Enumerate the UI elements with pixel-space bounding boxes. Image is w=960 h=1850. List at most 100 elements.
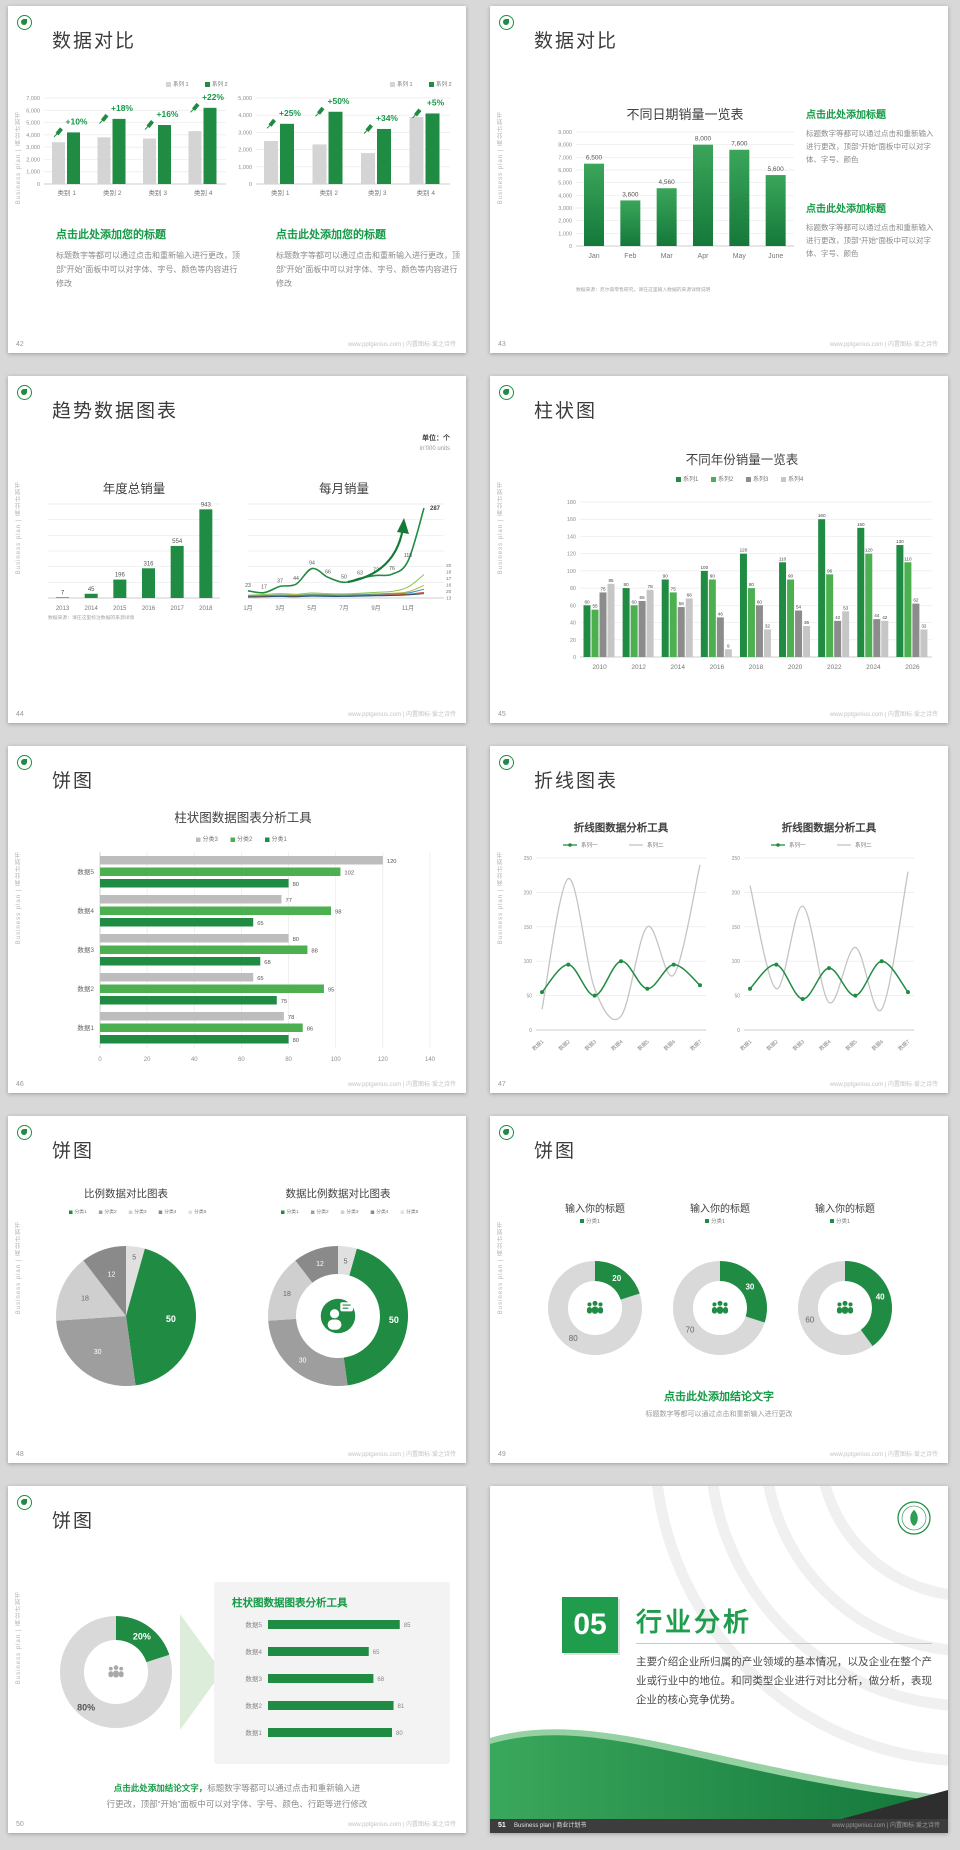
svg-text:2020: 2020	[788, 664, 803, 671]
svg-text:5: 5	[132, 1255, 136, 1262]
svg-text:62: 62	[913, 598, 919, 603]
svg-text:250: 250	[732, 856, 741, 862]
svg-text:20: 20	[612, 1274, 621, 1283]
slide-43[interactable]: 数据对比 Business plan | 商业计划书 不同日期销量一览表 0 1,0…	[490, 6, 948, 353]
svg-text:40: 40	[570, 621, 576, 627]
slide-49[interactable]: 饼图 Business plan | 商业计划书 输入你的标题 分类1 20 80 输入…	[490, 1116, 948, 1463]
svg-text:8,000: 8,000	[558, 143, 572, 149]
svg-text:36: 36	[804, 620, 810, 625]
svg-text:数据来源：尼尔森零售研究，请在这里输入数据的来源详情说明: 数据来源：尼尔森零售研究，请在这里输入数据的来源详情说明	[576, 286, 711, 293]
page-number: 47	[498, 1081, 506, 1088]
svg-text:数据3: 数据3	[77, 945, 94, 954]
svg-text:78: 78	[648, 584, 654, 589]
svg-text:180: 180	[567, 500, 576, 506]
svg-text:46: 46	[718, 611, 724, 616]
brand-logo-icon	[499, 15, 514, 30]
caption-heading: 点击此处添加您的标题	[276, 229, 386, 241]
svg-text:80: 80	[570, 586, 576, 592]
svg-text:数据比例数据对比图表: 数据比例数据对比图表	[286, 1187, 391, 1200]
svg-text:100: 100	[331, 1057, 342, 1063]
svg-text:0: 0	[37, 182, 40, 188]
svg-text:Feb: Feb	[624, 253, 636, 260]
svg-text:20: 20	[144, 1057, 151, 1063]
brand-logo-icon	[499, 1125, 514, 1140]
svg-text:16: 16	[446, 583, 452, 589]
svg-text:分类1: 分类1	[836, 1217, 850, 1225]
svg-text:0: 0	[737, 1028, 740, 1034]
svg-text:9: 9	[727, 643, 730, 648]
svg-text:90: 90	[788, 574, 794, 579]
slide-44[interactable]: 趋势数据图表 Business plan | 商业计划书 年度总销量 每月销量 单位…	[8, 376, 466, 723]
footer-brand: Business plan | 商业计划书	[514, 1823, 587, 1829]
svg-text:数据1: 数据1	[245, 1728, 262, 1737]
svg-text:6,000: 6,000	[558, 168, 572, 174]
svg-text:60: 60	[584, 599, 590, 604]
conclusion-lead: 点击此处添加结论文字，	[113, 1783, 208, 1793]
section-number-badge: 05	[562, 1597, 618, 1653]
svg-text:Mar: Mar	[661, 253, 674, 260]
svg-text:75: 75	[600, 586, 606, 591]
svg-text:+5%: +5%	[427, 97, 445, 107]
svg-text:200: 200	[732, 890, 741, 896]
caption-heading: 点击此处添加标题	[806, 110, 886, 121]
svg-text:50: 50	[166, 1314, 176, 1324]
svg-text:68: 68	[687, 592, 693, 597]
svg-text:18: 18	[81, 1296, 89, 1303]
conclusion-rest: 标题数字等都可以通过点击和重新输入进	[207, 1783, 361, 1793]
svg-text:2026: 2026	[905, 664, 920, 671]
svg-text:系列 2: 系列 2	[212, 80, 228, 88]
svg-text:65: 65	[640, 595, 646, 600]
svg-text:系列一: 系列一	[789, 841, 806, 849]
slide-47[interactable]: 折线图表 Business plan | 商业计划书 折线图数据分析工具 系列一系…	[490, 746, 948, 1093]
svg-text:160: 160	[818, 513, 826, 518]
page-number: 43	[498, 341, 506, 348]
svg-text:943: 943	[201, 502, 212, 508]
svg-text:系列一: 系列一	[581, 841, 598, 849]
slide-title: 饼图	[52, 1511, 95, 1532]
footer-url: www.pptgenius.com | 内置图标·爱之诗传	[347, 1452, 456, 1458]
slide-title: 饼图	[52, 1141, 95, 1162]
slide-51-section-divider[interactable]: 05 行业分析 主要介绍企业所归属的产业领域的基本情况，以及企业在整个产业或行业…	[490, 1486, 948, 1833]
svg-text:160: 160	[567, 517, 576, 523]
svg-text:类别 4: 类别 4	[417, 188, 436, 197]
svg-text:0: 0	[529, 1028, 532, 1034]
caption-body: 标题数字等都可以通过点击和重新输入进行更改，顶部“开始”面板中可以对字体、字号、…	[806, 223, 934, 259]
svg-text:系列2: 系列2	[718, 475, 734, 483]
svg-text:94: 94	[309, 561, 315, 567]
svg-text:分类1: 分类1	[75, 1208, 88, 1215]
svg-text:数据5: 数据5	[843, 1037, 858, 1052]
svg-text:88: 88	[311, 949, 317, 955]
svg-text:数据3: 数据3	[583, 1037, 598, 1052]
slide-46[interactable]: 饼图 Business plan | 商业计划书 柱状图数据图表分析工具 分类3 分…	[8, 746, 466, 1093]
svg-text:7,000: 7,000	[26, 96, 40, 102]
svg-text:200: 200	[524, 890, 533, 896]
svg-text:数据4: 数据4	[817, 1037, 832, 1052]
svg-text:8,000: 8,000	[695, 136, 712, 143]
svg-text:80: 80	[293, 937, 299, 943]
caption-body: 标题数字等都可以通过点击和重新输入进行更改，顶部“开始”面板中可以对字体、字号、…	[56, 251, 240, 288]
svg-text:60: 60	[632, 599, 638, 604]
svg-text:118: 118	[404, 553, 412, 559]
svg-text:316: 316	[143, 561, 154, 567]
conclusion-heading: 点击此处添加结论文字	[664, 1391, 774, 1403]
svg-text:不同日期销量一览表: 不同日期销量一览表	[626, 107, 743, 122]
slide-42[interactable]: 数据对比 Business plan | 商业计划书 0 1,000 2,000 3,…	[8, 6, 466, 353]
svg-text:3,000: 3,000	[26, 145, 40, 151]
svg-text:5,000: 5,000	[238, 96, 252, 102]
slide-45[interactable]: 柱状图 Business plan | 商业计划书 不同年份销量一览表 系列1 系列…	[490, 376, 948, 723]
conclusion-subtext: 标题数字等都可以通过点击和重新输入进行更改	[645, 1411, 793, 1418]
svg-text:80: 80	[293, 1038, 299, 1044]
svg-text:7月: 7月	[339, 605, 348, 612]
slide-48[interactable]: 饼图 Business plan | 商业计划书 比例数据对比图表 分类1 分类2 分…	[8, 1116, 466, 1463]
caption-heading: 点击此处添加标题	[806, 204, 886, 215]
svg-text:输入你的标题: 输入你的标题	[815, 1202, 875, 1215]
page-number: 42	[16, 341, 24, 348]
svg-text:系列二: 系列二	[647, 841, 664, 849]
svg-text:70: 70	[686, 1326, 695, 1335]
svg-text:数据1: 数据1	[738, 1037, 753, 1052]
slide-50[interactable]: 饼图 Business plan | 商业计划书 20% 80% 柱状图数据图表分析…	[8, 1486, 466, 1833]
